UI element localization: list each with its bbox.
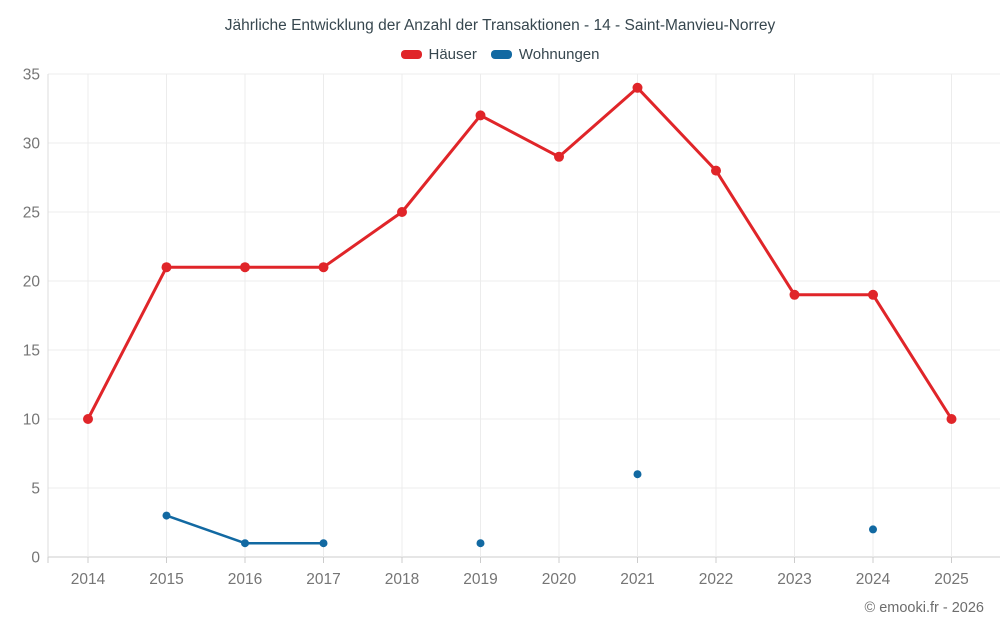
y-tick-label: 10 bbox=[23, 412, 41, 429]
x-tick-label: 2017 bbox=[306, 571, 340, 588]
x-tick-label: 2018 bbox=[385, 571, 419, 588]
data-point-h-user-2022[interactable] bbox=[711, 165, 721, 176]
x-tick-label: 2022 bbox=[699, 571, 733, 588]
chart-legend: Häuser Wohnungen bbox=[0, 46, 1000, 63]
attribution-text: © emooki.fr - 2026 bbox=[864, 600, 984, 616]
data-point-h-user-2024[interactable] bbox=[868, 289, 878, 300]
data-point-h-user-2025[interactable] bbox=[946, 414, 957, 424]
x-tick-label: 2023 bbox=[777, 571, 811, 588]
data-point-wohnungen-2016[interactable] bbox=[241, 539, 249, 548]
data-point-h-user-2015[interactable] bbox=[161, 262, 172, 273]
y-tick-label: 0 bbox=[31, 550, 40, 567]
x-tick-label: 2014 bbox=[71, 571, 106, 588]
y-tick-label: 15 bbox=[23, 343, 40, 360]
data-point-h-user-2016[interactable] bbox=[240, 262, 250, 273]
x-tick-label: 2024 bbox=[856, 571, 891, 588]
data-point-wohnungen-2021[interactable] bbox=[633, 470, 642, 479]
legend-swatch-hauser-icon bbox=[400, 50, 422, 59]
data-point-h-user-2019[interactable] bbox=[475, 110, 486, 121]
y-tick-label: 5 bbox=[31, 481, 40, 498]
legend-swatch-wohnungen-icon bbox=[490, 50, 512, 59]
data-point-wohnungen-2024[interactable] bbox=[869, 525, 877, 534]
x-tick-label: 2016 bbox=[228, 571, 262, 588]
data-point-h-user-2018[interactable] bbox=[397, 207, 407, 217]
chart-title: Jährliche Entwicklung der Anzahl der Tra… bbox=[224, 17, 776, 34]
y-tick-label: 30 bbox=[23, 136, 41, 153]
data-point-h-user-2021[interactable] bbox=[632, 82, 643, 93]
legend-label-wohnungen: Wohnungen bbox=[518, 46, 600, 63]
y-tick-label: 20 bbox=[23, 274, 41, 291]
data-point-wohnungen-2015[interactable] bbox=[162, 511, 171, 520]
x-tick-label: 2021 bbox=[620, 571, 654, 588]
y-tick-label: 35 bbox=[23, 67, 40, 84]
legend-item-hauser[interactable]: Häuser bbox=[400, 46, 477, 63]
y-tick-label: 25 bbox=[23, 205, 40, 222]
data-point-h-user-2023[interactable] bbox=[789, 289, 800, 300]
data-point-h-user-2017[interactable] bbox=[318, 262, 329, 273]
legend-item-wohnungen[interactable]: Wohnungen bbox=[490, 46, 600, 63]
data-point-h-user-2020[interactable] bbox=[554, 151, 564, 162]
series-line-h-user bbox=[86, 86, 953, 421]
x-tick-label: 2020 bbox=[542, 571, 577, 588]
x-tick-label: 2015 bbox=[149, 571, 183, 588]
data-point-wohnungen-2017[interactable] bbox=[319, 539, 328, 548]
x-tick-label: 2025 bbox=[934, 571, 968, 588]
data-point-h-user-2014[interactable] bbox=[83, 414, 93, 424]
data-point-wohnungen-2019[interactable] bbox=[476, 539, 485, 548]
x-tick-label: 2019 bbox=[463, 571, 497, 588]
legend-label-hauser: Häuser bbox=[428, 46, 477, 63]
